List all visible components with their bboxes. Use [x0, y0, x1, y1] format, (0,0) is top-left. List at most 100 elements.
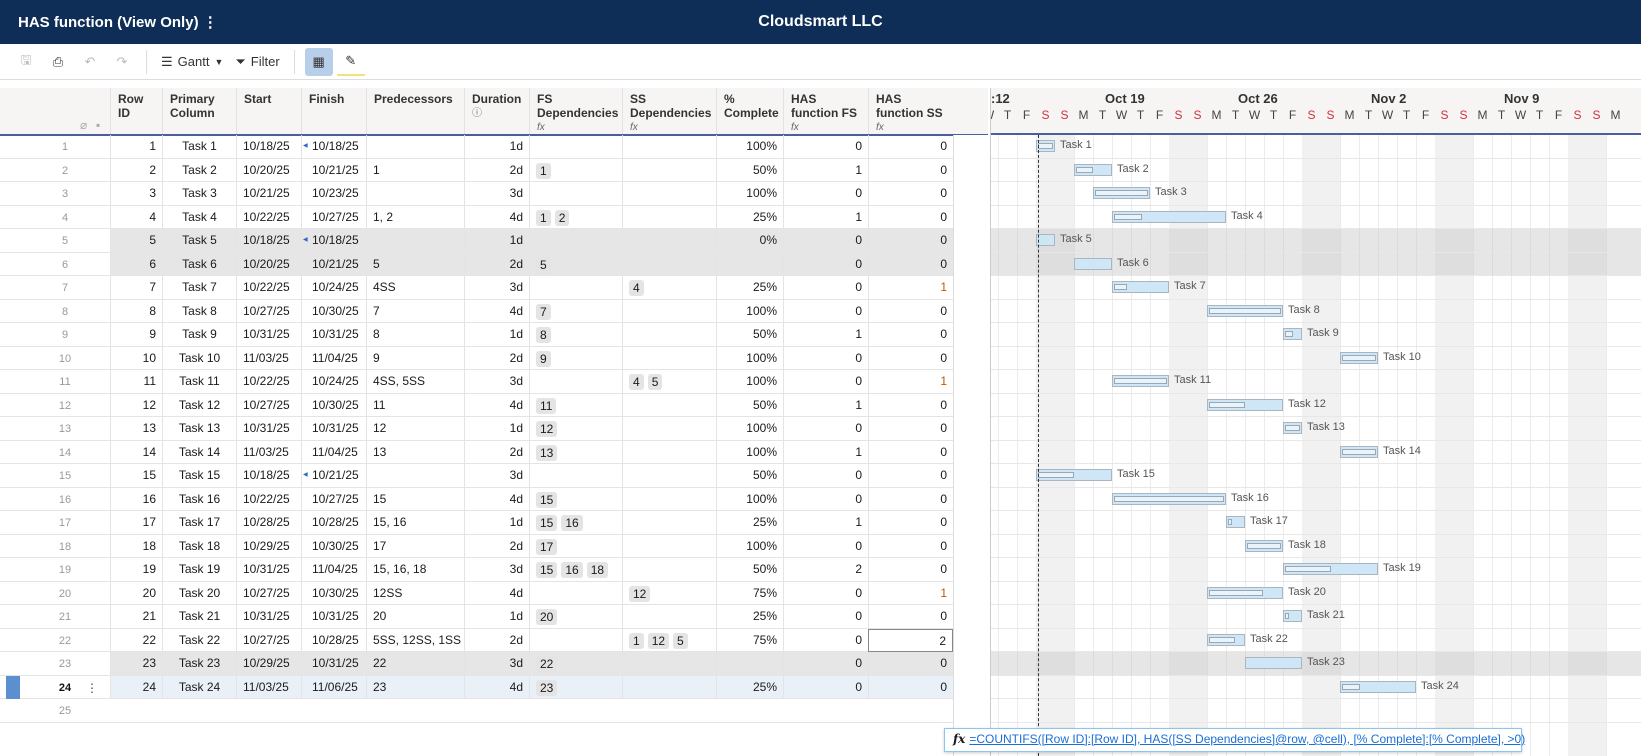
cell-name[interactable]: Task 12 — [162, 393, 236, 417]
cell-pct[interactable]: 100% — [716, 534, 783, 558]
cell-name[interactable]: Task 6 — [162, 252, 236, 276]
cell-pct[interactable]: 50% — [716, 464, 783, 488]
cell-start[interactable]: 11/03/25 — [236, 346, 301, 370]
cell-hss[interactable]: 0 — [868, 182, 953, 206]
cell-name[interactable]: Task 18 — [162, 534, 236, 558]
cell-hfs[interactable]: 0 — [783, 135, 868, 159]
cell-finish[interactable]: 10/28/25 — [301, 628, 366, 652]
cell-ss[interactable] — [622, 158, 716, 182]
cell-ss[interactable] — [622, 652, 716, 676]
cell-ss[interactable] — [622, 675, 716, 699]
table-row[interactable]: 10 10 Task 10 11/03/25 11/04/25 9 2d 9 100% 0 0 — [0, 346, 988, 370]
task-bar[interactable] — [1074, 163, 1112, 176]
table-row[interactable]: ⋮ 24 24 Task 24 11/03/25 11/06/25 23 4d 23 25% 0 0 — [0, 675, 988, 699]
cell-hss[interactable]: 0 — [868, 464, 953, 488]
cell-dur[interactable]: 1d — [464, 417, 529, 441]
cell-pred[interactable]: 1, 2 — [366, 205, 464, 229]
cell-hss[interactable]: 0 — [868, 534, 953, 558]
cell-hfs[interactable]: 0 — [783, 675, 868, 699]
grid-view-icon[interactable]: ▦ — [304, 47, 333, 76]
cell-pct[interactable]: 50% — [716, 558, 783, 582]
cell-ss[interactable] — [622, 464, 716, 488]
cell-pct[interactable]: 100% — [716, 440, 783, 464]
row-number[interactable]: 11 — [59, 376, 71, 388]
cell-start[interactable]: 10/22/25 — [236, 487, 301, 511]
cell-ss[interactable] — [622, 487, 716, 511]
cell-id[interactable]: 11 — [110, 370, 162, 394]
task-bar[interactable] — [1283, 563, 1378, 575]
cell-fs[interactable] — [529, 229, 622, 253]
task-bar[interactable] — [1340, 680, 1416, 693]
cell-fs[interactable]: 22 — [529, 652, 622, 676]
row-number[interactable]: 1 — [61, 141, 69, 153]
cell-pred[interactable]: 12 — [366, 417, 464, 441]
cell-name[interactable]: Task 22 — [162, 628, 236, 652]
cell-finish[interactable]: 10/30/25 — [301, 534, 366, 558]
table-row[interactable]: 20 20 Task 20 10/27/25 10/30/25 12SS 4d 12 75% 0 1 — [0, 581, 988, 605]
cell-name[interactable]: Task 21 — [162, 605, 236, 629]
cell-hss[interactable]: 0 — [868, 487, 953, 511]
row-number[interactable]: 6 — [61, 258, 69, 271]
cell-id[interactable]: 19 — [110, 558, 162, 582]
table-row[interactable]: 4 4 Task 4 10/22/25 10/27/25 1, 2 4d 1 2 25% 1 0 — [0, 205, 988, 229]
task-bar[interactable] — [1245, 657, 1302, 669]
task-bar[interactable] — [1112, 492, 1226, 505]
cell-dur[interactable]: 3d — [464, 558, 529, 582]
cell-dur[interactable]: 3d — [464, 370, 529, 394]
cell-ss[interactable] — [622, 417, 716, 441]
cell-pred[interactable]: 4SS — [366, 276, 464, 300]
task-bar[interactable] — [1226, 516, 1245, 528]
cell-name[interactable]: Task 13 — [162, 417, 236, 441]
cell-id[interactable]: 17 — [110, 511, 162, 535]
cell-fs[interactable] — [529, 581, 622, 605]
cell-finish[interactable]: 10/30/25 — [301, 393, 366, 417]
table-row[interactable]: 9 9 Task 9 10/31/25 10/31/25 8 1d 8 50% 1 0 — [0, 323, 988, 347]
redo-icon[interactable]: ↷ — [116, 53, 128, 69]
cell-pred[interactable]: 8 — [366, 323, 464, 347]
row-number[interactable]: 22 — [58, 634, 72, 647]
cell-dur[interactable]: 2d — [464, 534, 529, 558]
cell-hss[interactable]: 0 — [868, 299, 953, 323]
cell-hfs[interactable]: 0 — [783, 652, 868, 676]
row-number[interactable]: 15 — [58, 470, 72, 482]
task-bar[interactable] — [1074, 257, 1112, 270]
cell-pred[interactable]: 12SS — [366, 581, 464, 605]
cell-hfs[interactable]: 0 — [783, 276, 868, 300]
cell-start[interactable]: 10/29/25 — [236, 534, 301, 558]
cell-start[interactable]: 11/03/25 — [236, 440, 301, 464]
cell-dur[interactable]: 1d — [464, 323, 529, 347]
cell-hss[interactable]: 0 — [868, 346, 953, 370]
cell-hss[interactable]: 0 — [868, 417, 953, 441]
cell-hss[interactable]: 0 — [868, 323, 953, 347]
table-row[interactable]: 1 1 Task 1 10/18/25 10/18/25 ◀ 1d 100% 0 0 — [0, 135, 988, 159]
table-row[interactable]: 19 19 Task 19 10/31/25 11/04/25 15, 16, 18 3d 1… — [0, 558, 988, 582]
cell-pct[interactable]: 100% — [716, 135, 783, 159]
cell-name[interactable]: Task 5 — [162, 229, 236, 253]
cell-dur[interactable]: 3d — [464, 182, 529, 206]
task-bar[interactable] — [1207, 586, 1283, 599]
cell-dur[interactable]: 3d — [464, 652, 529, 676]
cell-pct[interactable] — [716, 652, 783, 676]
cell-hfs[interactable]: 0 — [783, 628, 868, 652]
cell-hss[interactable]: 1 — [868, 370, 953, 394]
cell-id[interactable]: 18 — [110, 534, 162, 558]
view-switcher-button[interactable]: ☰ Gantt ▼ — [157, 48, 227, 76]
cell-start[interactable]: 10/31/25 — [236, 558, 301, 582]
task-bar[interactable] — [1112, 375, 1169, 387]
cell-pred[interactable] — [366, 135, 464, 159]
cell-pred[interactable]: 11 — [366, 393, 464, 417]
cell-hss[interactable]: 0 — [868, 229, 953, 253]
cell-hss[interactable]: 0 — [868, 605, 953, 629]
cell-fs[interactable] — [529, 464, 622, 488]
cell-fs[interactable]: 12 — [529, 417, 622, 441]
cell-id[interactable]: 5 — [110, 229, 162, 253]
cell-pred[interactable]: 22 — [366, 652, 464, 676]
cell-hss[interactable]: 0 — [868, 511, 953, 535]
undo-icon[interactable]: ↶ — [84, 53, 96, 69]
cell-ss[interactable] — [622, 135, 716, 159]
cell-ss[interactable] — [622, 182, 716, 206]
cell-id[interactable]: 16 — [110, 487, 162, 511]
filter-button[interactable]: ⏷ Filter — [231, 48, 283, 76]
table-row[interactable]: 13 13 Task 13 10/31/25 10/31/25 12 1d 12 100% 0 0 — [0, 417, 988, 441]
